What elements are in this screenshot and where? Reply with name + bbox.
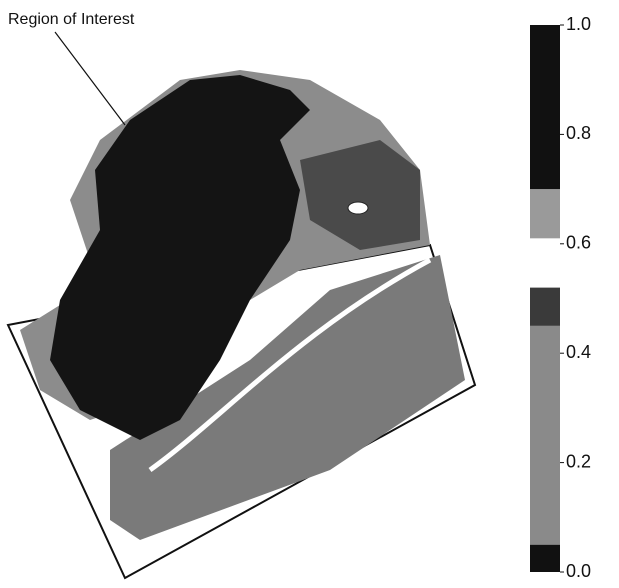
map: Region of Interest [6,11,477,580]
colorbar-segment [530,544,560,572]
colorbar-segment [530,25,560,190]
dark-region [50,75,310,440]
colorbar: 0.0 0.2 0.4 0.6 0.8 1.0 [530,14,591,581]
annotation: Region of Interest [8,11,135,28]
colorbar-tick-label: 0.6 [566,233,591,253]
colorbar-tick-label: 0.0 [566,561,591,581]
white-ridge [148,257,432,473]
colorbar-segment [530,189,560,239]
colorbar-segment [530,287,560,326]
annotation-leader [54,31,126,126]
colorbar-tick-label: 1.0 [566,14,591,34]
dark-gray-zone [300,140,420,250]
colorbar-tick-label: 0.2 [566,451,591,471]
white-spot [347,201,369,215]
colorbar-segment [530,238,560,288]
colorbar-tick-label: 0.4 [566,342,591,362]
colorbar-segment [530,325,560,545]
lower-band [110,255,465,540]
colorbar-tick-label: 0.8 [566,123,591,143]
